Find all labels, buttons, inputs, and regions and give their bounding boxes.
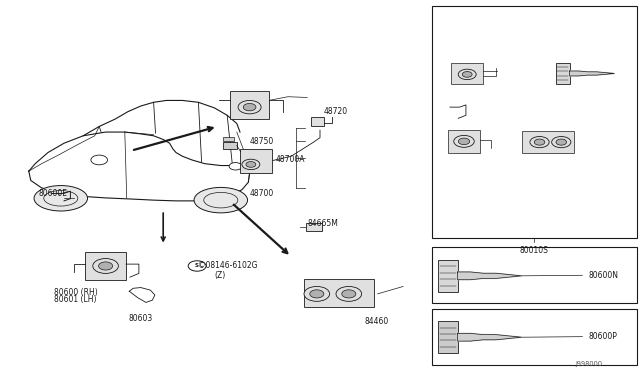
Circle shape bbox=[238, 100, 261, 114]
Polygon shape bbox=[458, 333, 522, 341]
Circle shape bbox=[336, 286, 362, 301]
Bar bbox=[438, 321, 458, 353]
Circle shape bbox=[552, 137, 571, 148]
Circle shape bbox=[310, 290, 324, 298]
Bar bbox=[306, 223, 322, 231]
Bar bbox=[448, 130, 480, 153]
Text: 48700A: 48700A bbox=[275, 155, 305, 164]
Bar bbox=[240, 149, 272, 173]
Circle shape bbox=[91, 155, 108, 165]
Circle shape bbox=[458, 138, 470, 145]
Circle shape bbox=[462, 71, 472, 77]
Circle shape bbox=[99, 262, 113, 270]
Text: J998000: J998000 bbox=[575, 361, 602, 367]
Text: ©08146-6102G: ©08146-6102G bbox=[198, 262, 258, 270]
Text: 48700: 48700 bbox=[250, 189, 274, 198]
Text: S: S bbox=[195, 263, 199, 269]
Bar bbox=[432, 247, 637, 303]
Bar bbox=[85, 252, 126, 280]
Circle shape bbox=[229, 163, 242, 170]
Text: 80010S: 80010S bbox=[520, 246, 549, 254]
Bar bbox=[432, 309, 637, 365]
Text: 48720: 48720 bbox=[323, 107, 348, 116]
Ellipse shape bbox=[194, 187, 248, 213]
Circle shape bbox=[188, 261, 206, 271]
Text: 80600 (RH): 80600 (RH) bbox=[54, 288, 98, 296]
Circle shape bbox=[246, 161, 256, 167]
Bar bbox=[556, 63, 570, 84]
Bar bbox=[223, 142, 237, 149]
Circle shape bbox=[534, 139, 545, 145]
Circle shape bbox=[556, 139, 566, 145]
Bar bbox=[223, 137, 234, 141]
Polygon shape bbox=[570, 71, 614, 76]
Ellipse shape bbox=[34, 186, 88, 211]
Bar bbox=[304, 279, 374, 307]
Text: 80600E: 80600E bbox=[38, 189, 67, 198]
Text: 80603: 80603 bbox=[129, 314, 153, 323]
Bar bbox=[522, 131, 574, 153]
Polygon shape bbox=[458, 272, 522, 280]
Text: 48750: 48750 bbox=[250, 137, 274, 146]
Bar bbox=[451, 63, 483, 84]
Text: 84460: 84460 bbox=[365, 317, 389, 326]
Text: 80601 (LH): 80601 (LH) bbox=[54, 295, 97, 304]
Circle shape bbox=[93, 259, 118, 273]
Circle shape bbox=[342, 290, 356, 298]
Circle shape bbox=[458, 69, 476, 80]
Circle shape bbox=[304, 286, 330, 301]
Text: 80600P: 80600P bbox=[589, 332, 618, 341]
Circle shape bbox=[530, 137, 549, 148]
Text: (Z): (Z) bbox=[214, 271, 226, 280]
Bar bbox=[311, 117, 324, 126]
Bar bbox=[230, 91, 269, 119]
Circle shape bbox=[454, 135, 474, 147]
Circle shape bbox=[242, 159, 260, 170]
Circle shape bbox=[243, 103, 256, 111]
Text: 84665M: 84665M bbox=[307, 219, 338, 228]
Bar bbox=[432, 6, 637, 238]
Text: 80600N: 80600N bbox=[589, 271, 619, 280]
Bar bbox=[438, 260, 458, 292]
